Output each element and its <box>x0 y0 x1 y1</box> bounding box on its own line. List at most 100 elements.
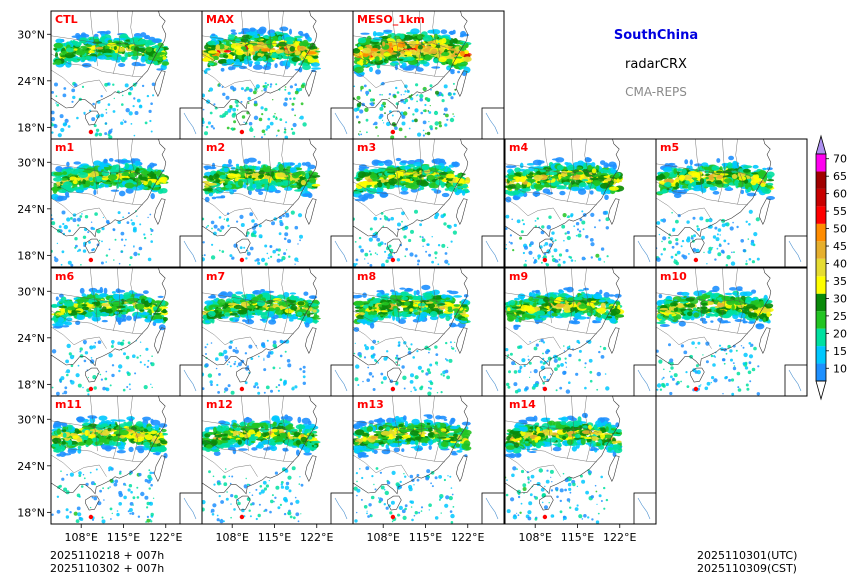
echo-cell <box>262 65 271 70</box>
echo-cell <box>727 242 730 245</box>
echo-cell <box>528 250 533 255</box>
echo-cell <box>73 83 78 88</box>
echo-cell <box>297 162 302 168</box>
echo-cell <box>747 238 750 240</box>
echo-cell <box>714 258 717 261</box>
echo-cell <box>554 259 558 263</box>
echo-cell <box>101 170 110 177</box>
echo-cell <box>431 236 433 238</box>
echo-cell <box>113 179 122 183</box>
echo-cell <box>53 177 63 182</box>
echo-cell <box>431 188 437 191</box>
echo-cell <box>443 107 448 112</box>
echo-cell <box>385 60 389 64</box>
echo-cell <box>753 232 758 237</box>
echo-cell <box>53 42 63 49</box>
echo-cell <box>247 44 254 49</box>
echo-cell <box>61 50 68 55</box>
echo-cell <box>452 113 454 115</box>
echo-cell <box>408 127 411 130</box>
echo-cell <box>680 245 683 248</box>
echo-cell <box>381 263 385 267</box>
echo-cell <box>289 162 294 166</box>
echo-cell <box>208 87 214 92</box>
echo-cell <box>305 172 310 179</box>
echo-cell <box>75 189 83 193</box>
echo-cell <box>668 240 672 245</box>
echo-cell <box>100 95 103 98</box>
echo-cell <box>295 88 300 92</box>
echo-cell <box>570 259 574 262</box>
echo-cell <box>223 45 229 50</box>
echo-cell <box>379 93 381 96</box>
echo-cell <box>403 93 405 96</box>
echo-cell <box>400 160 408 164</box>
echo-core <box>88 257 94 263</box>
echo-cell <box>580 175 585 178</box>
echo-cell <box>276 172 286 178</box>
echo-cell <box>656 257 661 262</box>
panel-label: MAX <box>206 13 234 26</box>
echo-cell <box>553 248 558 253</box>
echo-cell <box>366 131 368 134</box>
echo-cell <box>437 263 440 266</box>
echo-cell <box>664 163 670 167</box>
echo-cell <box>208 182 218 186</box>
echo-cell <box>213 55 219 61</box>
echo-cell <box>234 45 242 52</box>
echo-cell <box>429 84 433 88</box>
echo-cell <box>369 227 373 231</box>
echo-cell <box>660 218 664 222</box>
echo-cell <box>266 83 270 86</box>
hainan-outline <box>236 110 251 126</box>
echo-cell <box>121 94 124 97</box>
echo-cell <box>421 238 426 243</box>
echo-cell <box>283 130 287 134</box>
echo-cell <box>403 225 408 230</box>
echo-cell <box>144 34 151 40</box>
echo-cell <box>101 240 103 243</box>
province-border <box>432 11 441 77</box>
echo-cell <box>117 220 121 224</box>
echo-cell <box>112 110 116 113</box>
inset-island-line <box>788 240 802 263</box>
hainan-outline <box>387 110 402 126</box>
echo-cell <box>243 121 245 124</box>
echo-cell <box>690 236 694 240</box>
panel-label: m3 <box>357 141 376 154</box>
echo-cell <box>302 122 307 127</box>
echo-cell <box>203 175 209 179</box>
echo-cell <box>536 189 540 192</box>
echo-cell <box>534 166 544 169</box>
echo-cell <box>106 42 117 47</box>
echo-cell <box>532 159 542 166</box>
echo-cell <box>401 114 406 119</box>
echo-cell <box>151 45 160 49</box>
echo-cell <box>258 191 264 195</box>
echo-cell <box>743 165 753 169</box>
echo-cell <box>509 234 512 237</box>
echo-cell <box>83 244 86 247</box>
echo-cell <box>87 231 90 234</box>
echo-cell <box>230 166 236 170</box>
echo-cell <box>284 187 293 191</box>
echo-cell <box>254 259 257 262</box>
echo-cell <box>444 123 448 127</box>
echo-cell <box>588 183 596 189</box>
echo-cell <box>221 250 225 253</box>
echo-cell <box>248 121 253 126</box>
echo-cell <box>399 33 405 40</box>
echo-cell <box>72 213 77 217</box>
echo-cell <box>367 262 369 264</box>
echo-cell <box>434 256 437 259</box>
echo-cell <box>380 178 386 183</box>
echo-cell <box>358 121 361 124</box>
province-border <box>51 163 145 176</box>
echo-cell <box>366 62 372 67</box>
echo-cell <box>714 180 723 185</box>
echo-cell <box>150 173 154 178</box>
echo-cell <box>118 313 122 318</box>
echo-cell <box>313 55 319 59</box>
echo-cell <box>80 296 89 302</box>
echo-cell <box>740 239 744 243</box>
